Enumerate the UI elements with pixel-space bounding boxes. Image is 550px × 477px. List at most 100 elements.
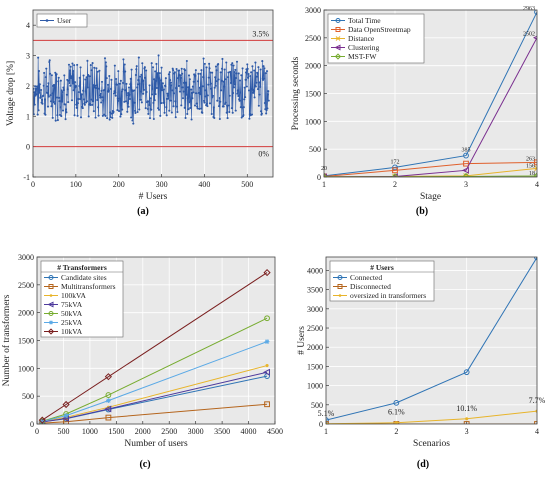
data-point — [100, 80, 104, 83]
data-point — [230, 107, 233, 110]
data-point — [213, 86, 216, 89]
data-point — [112, 110, 115, 113]
data-point — [158, 72, 161, 75]
data-point — [135, 65, 138, 68]
data-point — [44, 76, 47, 79]
data-point — [157, 108, 161, 111]
y-tick-label: 500 — [311, 401, 323, 410]
data-point — [183, 106, 186, 109]
data-point — [194, 74, 197, 77]
data-point — [97, 106, 100, 109]
data-label: 263 — [526, 156, 535, 162]
data-point — [237, 72, 240, 75]
data-point — [69, 84, 72, 87]
legend-entry-label: Clustering — [348, 43, 379, 52]
data-point — [233, 71, 236, 74]
data-point — [232, 64, 235, 67]
data-point — [264, 401, 270, 408]
data-point — [222, 105, 225, 108]
data-point — [39, 96, 42, 99]
data-point — [133, 89, 136, 92]
y-axis-label: Number of transformers — [1, 294, 12, 386]
legend-entry-label: 50kVA — [61, 309, 83, 318]
data-point — [209, 71, 212, 74]
data-point — [206, 94, 209, 97]
data-point — [99, 96, 102, 99]
series-5 — [39, 339, 270, 424]
data-point — [98, 69, 101, 72]
data-point — [49, 72, 52, 75]
data-point — [154, 79, 158, 82]
data-point — [96, 98, 99, 102]
x-axis-label: Stage — [420, 192, 441, 202]
data-point — [128, 97, 131, 101]
data-point — [124, 100, 128, 103]
data-point — [167, 73, 170, 76]
data-point — [198, 86, 201, 89]
data-point — [191, 85, 194, 88]
x-tick-label: 500 — [241, 180, 253, 189]
data-point — [66, 88, 69, 91]
data-point — [74, 85, 77, 88]
data-point — [187, 74, 191, 77]
data-point — [76, 114, 79, 117]
data-point — [186, 112, 189, 115]
data-point — [33, 103, 36, 106]
data-point — [127, 92, 130, 95]
data-point — [129, 77, 132, 80]
data-point — [105, 77, 108, 80]
data-point — [56, 119, 59, 122]
legend-box — [40, 260, 124, 338]
data-point — [61, 100, 64, 103]
data-point — [127, 105, 130, 108]
data-point — [246, 63, 249, 66]
data-point — [76, 102, 80, 105]
data-point — [116, 97, 119, 100]
data-point — [196, 107, 199, 110]
data-point — [217, 63, 220, 66]
data-point — [233, 83, 236, 86]
data-point — [34, 87, 38, 90]
data-point — [104, 114, 107, 117]
data-point — [161, 86, 164, 89]
data-point — [231, 111, 234, 114]
data-point — [38, 83, 41, 86]
data-point — [263, 368, 270, 376]
data-point — [129, 83, 132, 86]
data-point — [86, 86, 89, 89]
data-point — [85, 76, 88, 79]
series-2 — [326, 409, 537, 424]
data-point — [534, 165, 537, 172]
data-point — [185, 93, 188, 96]
data-point — [230, 63, 233, 66]
legend-swatch-marker — [335, 18, 341, 23]
data-point — [65, 111, 68, 114]
data-point — [228, 94, 231, 97]
series-line — [42, 341, 268, 422]
data-point — [232, 86, 236, 89]
data-point — [120, 90, 123, 93]
series-6 — [38, 268, 271, 424]
data-point — [202, 57, 205, 60]
data-point — [192, 80, 195, 83]
series-line — [42, 365, 268, 423]
data-point — [153, 99, 156, 102]
data-point — [61, 109, 65, 112]
data-point — [228, 110, 231, 114]
data-point — [392, 167, 398, 174]
data-point — [147, 112, 150, 115]
data-point — [75, 106, 78, 109]
x-tick-label: 3500 — [214, 427, 230, 436]
data-point — [77, 91, 80, 94]
data-point — [145, 91, 148, 94]
data-point — [184, 69, 187, 72]
data-point — [169, 99, 172, 102]
data-point — [92, 110, 95, 113]
data-point — [235, 60, 239, 63]
data-point — [111, 116, 114, 119]
data-point — [262, 65, 265, 68]
data-point — [60, 115, 63, 118]
data-point — [206, 105, 209, 108]
x-tick-label: 300 — [156, 180, 168, 189]
